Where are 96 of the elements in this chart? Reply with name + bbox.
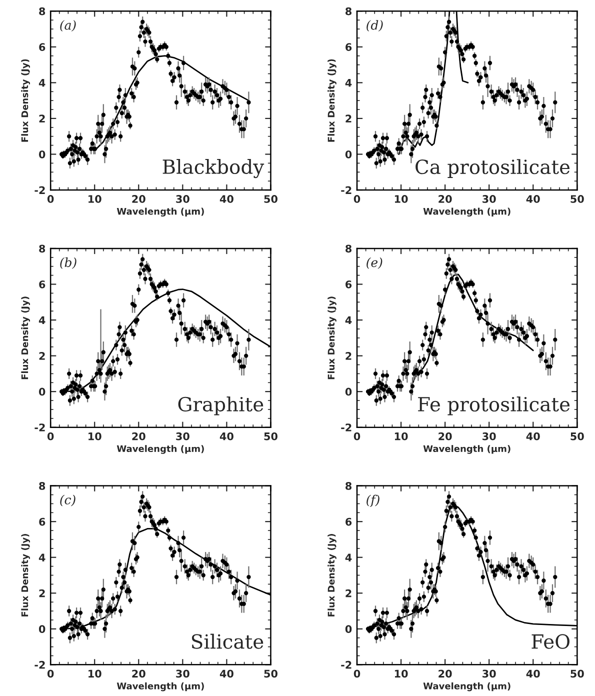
y-tick-label: 6	[346, 280, 352, 288]
annotation: Silicate	[192, 634, 264, 649]
y-axis-title: Flux Density (Jy)	[21, 296, 30, 380]
x-tick-label: 0	[354, 195, 360, 203]
y-axis-title: Flux Density (Jy)	[328, 59, 336, 142]
annotation: (c)	[60, 494, 76, 506]
y-tick-label: 4	[345, 316, 352, 324]
x-axis-title: Wavelength (μm)	[423, 682, 510, 692]
y-tick-label: -2	[341, 424, 352, 432]
y-tick-label: 4	[38, 316, 46, 324]
x-tick-label: 40	[526, 195, 540, 203]
y-axis-title: Flux Density (Jy)	[328, 296, 336, 380]
y-tick-label: 2	[39, 352, 45, 360]
annotation: Fe protosilicate	[418, 396, 570, 416]
x-tick-label: 20	[438, 195, 452, 203]
y-tick-label: -2	[341, 186, 352, 194]
annotation: Graphite	[178, 396, 264, 416]
y-tick-label: 8	[39, 7, 46, 16]
y-tick-label: 8	[39, 244, 46, 253]
x-tick-label: 10	[88, 432, 102, 440]
annotation: (b)	[60, 257, 76, 269]
x-tick-label: 50	[264, 195, 278, 203]
y-tick-label: 6	[39, 280, 46, 288]
x-tick-label: 10	[88, 670, 102, 678]
x-tick-label: 0	[47, 195, 54, 203]
x-tick-label: 0	[47, 670, 54, 678]
x-tick-label: 20	[132, 195, 146, 203]
y-axis-title: Flux Density (Jy)	[328, 534, 336, 616]
x-tick-label: 30	[176, 670, 190, 678]
x-axis-title: Wavelength (μm)	[116, 682, 204, 692]
x-tick-label: 20	[438, 670, 452, 678]
x-tick-label: 10	[394, 432, 408, 440]
annotation: (e)	[366, 257, 382, 269]
y-tick-label: -2	[341, 660, 352, 669]
x-tick-label: 40	[220, 432, 234, 440]
y-tick-label: -2	[34, 186, 45, 194]
y-tick-label: 2	[346, 352, 352, 360]
x-tick-label: 0	[354, 432, 360, 440]
x-tick-label: 40	[220, 670, 234, 678]
x-tick-label: 50	[264, 670, 278, 678]
x-tick-label: 30	[176, 195, 190, 203]
x-tick-label: 40	[526, 670, 540, 678]
x-tick-label: 10	[394, 670, 408, 678]
x-tick-label: 40	[220, 195, 234, 203]
y-tick-label: 6	[346, 518, 352, 526]
y-tick-label: 8	[346, 482, 352, 490]
y-tick-label: 8	[39, 482, 46, 490]
y-tick-label: 6	[346, 43, 352, 52]
x-tick-label: 30	[482, 670, 496, 678]
y-tick-label: 4	[345, 554, 352, 562]
y-tick-label: 0	[38, 388, 46, 396]
x-tick-label: 10	[88, 195, 102, 203]
y-tick-label: 2	[346, 114, 352, 122]
annotation: (f)	[366, 494, 380, 507]
x-tick-label: 30	[482, 432, 496, 440]
y-tick-label: 0	[345, 150, 352, 158]
y-tick-label: 8	[346, 244, 352, 253]
annotation: Ca protosilicate	[416, 159, 570, 178]
x-tick-label: 40	[526, 432, 540, 440]
y-axis-title: Flux Density (Jy)	[21, 534, 30, 616]
annotation: (a)	[60, 20, 76, 32]
y-tick-label: -2	[34, 660, 45, 669]
annotation: Blackbody	[162, 158, 264, 178]
y-tick-label: 2	[39, 114, 45, 122]
y-tick-label: 6	[39, 518, 46, 526]
y-tick-label: 2	[346, 589, 352, 598]
y-tick-label: 0	[345, 388, 352, 396]
annotation: (d)	[366, 20, 383, 32]
x-tick-label: 20	[132, 432, 146, 440]
y-tick-label: 4	[345, 79, 352, 87]
y-tick-label: 8	[346, 7, 352, 16]
y-tick-label: 0	[38, 625, 46, 634]
x-tick-label: 10	[394, 195, 408, 203]
x-tick-label: 20	[132, 670, 146, 678]
x-tick-label: 50	[570, 195, 584, 203]
y-axis-title: Flux Density (Jy)	[21, 59, 30, 142]
y-tick-label: 0	[38, 150, 46, 158]
x-tick-label: 50	[570, 670, 584, 678]
x-tick-label: 50	[264, 432, 278, 440]
y-tick-label: 4	[38, 554, 46, 562]
annotation: FeO	[532, 634, 570, 649]
x-axis-title: Wavelength (μm)	[116, 445, 204, 454]
y-tick-label: 2	[39, 589, 45, 598]
x-axis-title: Wavelength (μm)	[423, 445, 510, 454]
x-tick-label: 20	[438, 432, 452, 440]
x-tick-label: 30	[176, 432, 190, 440]
x-tick-label: 0	[47, 432, 54, 440]
y-tick-label: 6	[39, 43, 46, 52]
y-tick-label: 4	[38, 79, 46, 87]
x-tick-label: 30	[482, 195, 496, 203]
y-tick-label: -2	[34, 424, 45, 432]
y-tick-label: 0	[345, 625, 352, 634]
x-tick-label: 50	[570, 432, 584, 440]
x-tick-label: 0	[354, 670, 360, 678]
x-axis-title: Wavelength (μm)	[116, 208, 204, 217]
x-axis-title: Wavelength (μm)	[423, 208, 510, 217]
